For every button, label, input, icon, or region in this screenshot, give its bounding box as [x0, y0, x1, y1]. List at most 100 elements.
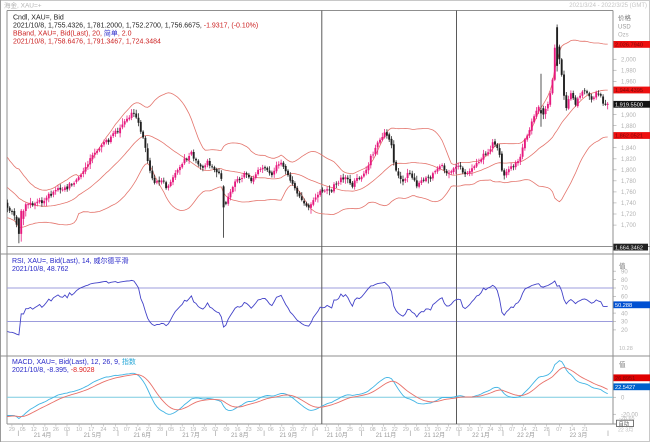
- svg-text:1,720: 1,720: [621, 212, 637, 218]
- svg-text:自动: 自动: [619, 420, 629, 428]
- svg-text:2021/10/8, 1,755.4326, 1,781.2: 2021/10/8, 1,755.4326, 1,781.2000, 1,752…: [13, 23, 258, 30]
- svg-text:1,944.4395: 1,944.4395: [615, 88, 643, 94]
- svg-text:31: 31: [498, 427, 504, 433]
- svg-text:07: 07: [556, 427, 562, 433]
- svg-text:1,960: 1,960: [621, 80, 637, 86]
- svg-text:1,740: 1,740: [621, 201, 637, 207]
- svg-text:12: 12: [179, 427, 185, 433]
- svg-text:14: 14: [521, 427, 527, 433]
- svg-text:19: 19: [42, 427, 48, 433]
- svg-text:2021/10/8, 1,758.6476, 1,791.3: 2021/10/8, 1,758.6476, 1,791.3467, 1,724…: [13, 39, 161, 46]
- svg-text:01: 01: [359, 427, 365, 433]
- svg-text:20: 20: [290, 427, 296, 433]
- svg-text:07: 07: [124, 427, 130, 433]
- svg-text:17: 17: [88, 427, 94, 433]
- svg-text:17: 17: [477, 427, 483, 433]
- svg-text:1,780: 1,780: [621, 179, 637, 185]
- svg-text:11: 11: [324, 427, 330, 433]
- svg-text:1,980: 1,980: [621, 69, 637, 75]
- svg-text:21 10月: 21 10月: [327, 432, 348, 439]
- svg-text:1,664.3462: 1,664.3462: [615, 245, 643, 251]
- svg-text:22 2月: 22 2月: [517, 432, 535, 439]
- svg-text:03: 03: [64, 427, 70, 433]
- svg-text:23: 23: [246, 427, 252, 433]
- svg-text:24: 24: [487, 427, 493, 433]
- svg-text:28: 28: [157, 427, 163, 433]
- svg-text:2,000: 2,000: [621, 58, 637, 64]
- svg-text:-28.65: -28.65: [619, 416, 635, 422]
- svg-text:Cndl, XAU=, Bid: Cndl, XAU=, Bid: [13, 15, 64, 22]
- svg-text:21: 21: [146, 427, 152, 433]
- svg-text:值: 值: [619, 360, 626, 369]
- svg-text:13: 13: [279, 427, 285, 433]
- svg-text:10: 10: [76, 427, 82, 433]
- svg-text:06: 06: [414, 427, 420, 433]
- svg-text:30: 30: [257, 427, 263, 433]
- svg-text:1,862.0521: 1,862.0521: [615, 134, 643, 140]
- svg-text:1,840: 1,840: [621, 146, 637, 152]
- svg-text:21 7月: 21 7月: [182, 432, 200, 439]
- svg-text:60: 60: [621, 295, 628, 301]
- svg-text:26: 26: [201, 427, 207, 433]
- svg-text:18: 18: [335, 427, 341, 433]
- svg-text:21: 21: [582, 427, 588, 433]
- svg-text:值: 值: [619, 261, 626, 270]
- svg-text:21 12月: 21 12月: [424, 432, 445, 439]
- svg-text:2,026.7940: 2,026.7940: [615, 43, 643, 49]
- svg-text:16: 16: [235, 427, 241, 433]
- svg-text:价格: 价格: [618, 13, 632, 22]
- svg-text:1,900: 1,900: [621, 113, 637, 119]
- svg-text:22: 22: [392, 427, 398, 433]
- svg-text:04: 04: [312, 427, 318, 433]
- svg-text:21 4月: 21 4月: [34, 432, 52, 439]
- svg-text:02: 02: [212, 427, 218, 433]
- svg-text:25: 25: [347, 427, 353, 433]
- svg-text:06: 06: [268, 427, 274, 433]
- svg-text:12: 12: [31, 427, 37, 433]
- svg-text:28: 28: [544, 427, 550, 433]
- svg-text:27: 27: [445, 427, 451, 433]
- svg-text:1,800: 1,800: [621, 168, 637, 174]
- svg-text:Ozs: Ozs: [618, 33, 629, 39]
- svg-text:29: 29: [403, 427, 409, 433]
- svg-text:-20.00: -20.00: [621, 413, 639, 419]
- svg-text:RSI, XAU=, Bid(Last), 14, 威尔德平: RSI, XAU=, Bid(Last), 14, 威尔德平滑: [12, 256, 129, 265]
- svg-text:21 6月: 21 6月: [133, 432, 151, 439]
- svg-text:07: 07: [509, 427, 515, 433]
- svg-text:21 11月: 21 11月: [376, 432, 397, 439]
- svg-text:21 5月: 21 5月: [84, 432, 102, 439]
- svg-text:USD: USD: [618, 25, 631, 31]
- svg-text:29: 29: [9, 427, 15, 433]
- svg-text:24: 24: [100, 427, 106, 433]
- svg-text:80: 80: [621, 278, 628, 284]
- svg-text:20: 20: [621, 328, 628, 334]
- svg-text:2021/3/24 - 2022/3/25 (GMT): 2021/3/24 - 2022/3/25 (GMT): [569, 3, 647, 9]
- svg-text:10: 10: [467, 427, 473, 433]
- svg-text:21 9月: 21 9月: [280, 432, 298, 439]
- svg-text:22 3月: 22 3月: [570, 432, 588, 439]
- svg-text:08: 08: [370, 427, 376, 433]
- svg-text:05: 05: [168, 427, 174, 433]
- svg-text:05: 05: [20, 427, 26, 433]
- svg-text:BBand, XAU=, Bid(Last), 20, 简单: BBand, XAU=, Bid(Last), 20, 简单, 2.0: [13, 29, 132, 38]
- svg-text:21 8月: 21 8月: [231, 432, 249, 439]
- svg-text:70: 70: [621, 286, 628, 292]
- svg-text:21: 21: [532, 427, 538, 433]
- svg-text:22 3月: 22 3月: [618, 427, 633, 434]
- svg-text:31: 31: [113, 427, 119, 433]
- svg-text:海金, XAU=+: 海金, XAU=+: [4, 1, 42, 10]
- svg-text:20: 20: [435, 427, 441, 433]
- svg-text:2021/10/8, -8.395, -8.9028: 2021/10/8, -8.395, -8.9028: [12, 367, 95, 374]
- svg-text:26.8951: 26.8951: [615, 376, 635, 382]
- svg-text:14: 14: [569, 427, 575, 433]
- svg-text:40: 40: [621, 311, 628, 317]
- svg-text:22.5427: 22.5427: [615, 385, 635, 391]
- svg-text:27: 27: [301, 427, 307, 433]
- svg-text:1,760: 1,760: [621, 190, 637, 196]
- svg-text:1,880: 1,880: [621, 124, 637, 130]
- svg-text:26: 26: [53, 427, 59, 433]
- svg-text:1,820: 1,820: [621, 157, 637, 163]
- svg-text:22 1月: 22 1月: [472, 432, 490, 439]
- svg-text:0: 0: [621, 396, 625, 402]
- svg-text:1,919.5500: 1,919.5500: [615, 103, 643, 109]
